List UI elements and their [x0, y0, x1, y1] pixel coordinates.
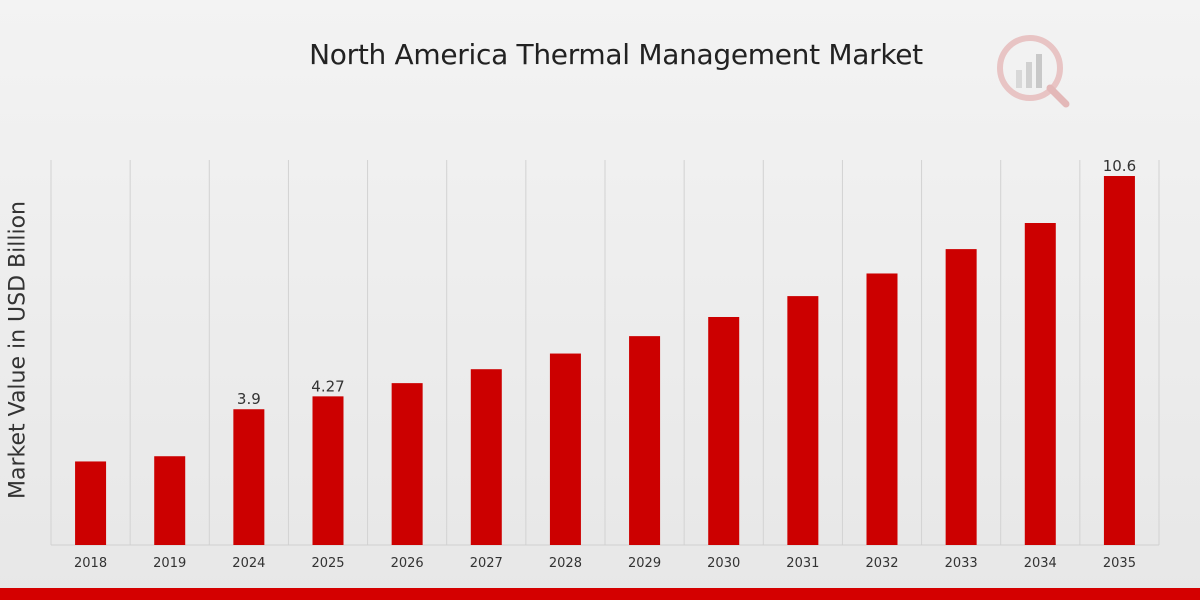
- bar-2028: [549, 353, 581, 545]
- footer-bar: [0, 588, 1200, 600]
- x-tick-label-2027: 2027: [470, 556, 503, 571]
- bar-2019: [154, 456, 186, 545]
- bar-2025: [312, 396, 344, 545]
- bar-2026: [391, 383, 423, 545]
- x-tick-label-2028: 2028: [549, 556, 582, 571]
- x-tick-label-2018: 2018: [74, 556, 107, 571]
- chart-title: North America Thermal Management Market: [309, 38, 923, 71]
- data-label-2035: 10.6: [1103, 157, 1136, 175]
- bar-2033: [945, 249, 977, 545]
- x-tick-label-2024: 2024: [232, 556, 265, 571]
- data-label-2025: 4.27: [311, 377, 344, 395]
- bar-2031: [787, 296, 819, 545]
- x-tick-label-2031: 2031: [786, 556, 819, 571]
- bar-2027: [470, 369, 502, 545]
- bar-2032: [866, 273, 898, 545]
- bar-2034: [1024, 223, 1056, 545]
- data-label-2024: 3.9: [237, 390, 261, 408]
- brand-logo-icon: [997, 35, 1070, 108]
- x-tick-label-2025: 2025: [311, 556, 344, 571]
- x-tick-label-2033: 2033: [945, 556, 978, 571]
- bar-2024: [233, 409, 265, 545]
- x-tick-label-2032: 2032: [865, 556, 898, 571]
- x-tick-label-2034: 2034: [1024, 556, 1057, 571]
- x-tick-label-2030: 2030: [707, 556, 740, 571]
- bar-2035: [1103, 176, 1135, 545]
- bar-2030: [708, 316, 740, 545]
- bar-2018: [75, 461, 107, 545]
- x-tick-label-2029: 2029: [628, 556, 661, 571]
- x-tick-label-2035: 2035: [1103, 556, 1136, 571]
- bar-2029: [629, 336, 661, 545]
- x-tick-label-2026: 2026: [391, 556, 424, 571]
- x-tick-label-2019: 2019: [153, 556, 186, 571]
